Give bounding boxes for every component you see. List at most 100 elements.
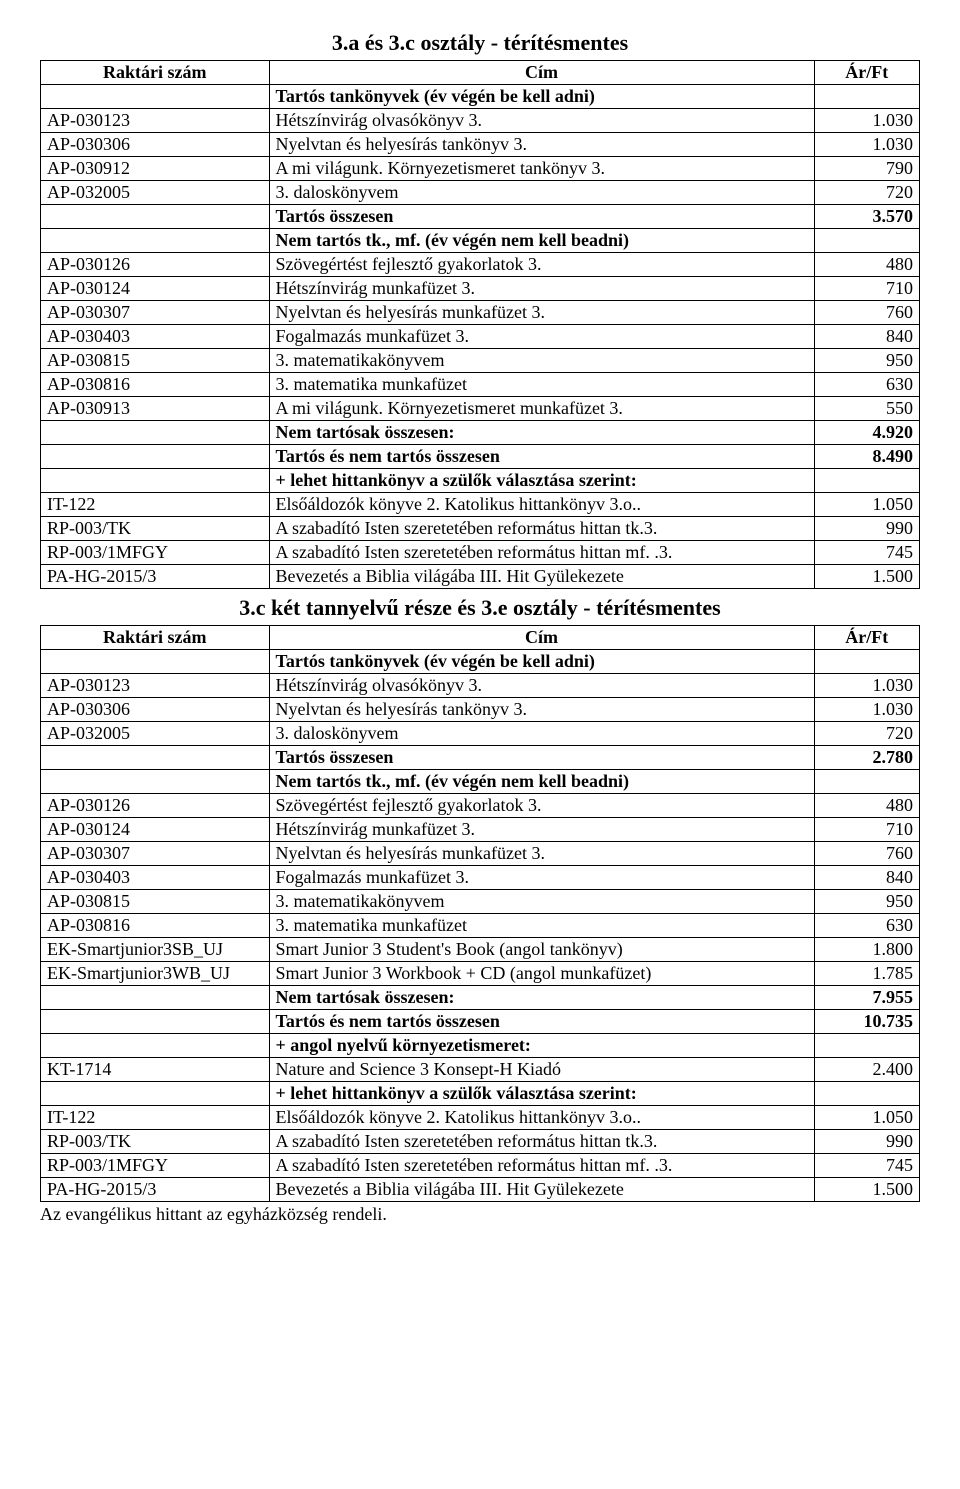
table-row: AP-030123Hétszínvirág olvasókönyv 3.1.03…: [41, 674, 920, 698]
table-row: AP-030307Nyelvtan és helyesírás munkafüz…: [41, 842, 920, 866]
cell-price: 1.785: [814, 962, 919, 986]
table-row: EK-Smartjunior3WB_UJSmart Junior 3 Workb…: [41, 962, 920, 986]
cell-title: Tartós tankönyvek (év végén be kell adni…: [269, 85, 814, 109]
header-price: Ár/Ft: [814, 61, 919, 85]
cell-price: 1.030: [814, 698, 919, 722]
cell-title: 3. daloskönyvem: [269, 722, 814, 746]
cell-code: AP-030913: [41, 397, 270, 421]
cell-price: 990: [814, 1130, 919, 1154]
cell-title: Tartós összesen: [269, 746, 814, 770]
table-row: AP-030126Szövegértést fejlesztő gyakorla…: [41, 794, 920, 818]
table-row: AP-030912A mi világunk. Környezetismeret…: [41, 157, 920, 181]
cell-price: 3.570: [814, 205, 919, 229]
cell-price: 4.920: [814, 421, 919, 445]
table-row: AP-030307Nyelvtan és helyesírás munkafüz…: [41, 301, 920, 325]
cell-title: Tartós és nem tartós összesen: [269, 1010, 814, 1034]
cell-code: AP-030126: [41, 253, 270, 277]
cell-title: Tartós tankönyvek (év végén be kell adni…: [269, 650, 814, 674]
header-code: Raktári szám: [41, 626, 270, 650]
section-1-title: 3.a és 3.c osztály - térítésmentes: [40, 30, 920, 56]
cell-price: 1.500: [814, 565, 919, 589]
cell-title: Smart Junior 3 Workbook + CD (angol munk…: [269, 962, 814, 986]
cell-title: Fogalmazás munkafüzet 3.: [269, 866, 814, 890]
cell-title: 3. daloskönyvem: [269, 181, 814, 205]
header-title: Cím: [269, 61, 814, 85]
table-row: EK-Smartjunior3SB_UJSmart Junior 3 Stude…: [41, 938, 920, 962]
cell-code: RP-003/TK: [41, 1130, 270, 1154]
table-header-row: Raktári szám Cím Ár/Ft: [41, 626, 920, 650]
cell-price: 1.050: [814, 1106, 919, 1130]
cell-price: 720: [814, 181, 919, 205]
cell-price: 10.735: [814, 1010, 919, 1034]
cell-code: AP-030912: [41, 157, 270, 181]
header-code: Raktári szám: [41, 61, 270, 85]
cell-title: Nature and Science 3 Konsept-H Kiadó: [269, 1058, 814, 1082]
cell-price: 950: [814, 890, 919, 914]
cell-title: + angol nyelvű környezetismeret:: [269, 1034, 814, 1058]
table-row: RP-003/TKA szabadító Isten szeretetében …: [41, 517, 920, 541]
cell-code: AP-030815: [41, 890, 270, 914]
table-row: AP-030913A mi világunk. Környezetismeret…: [41, 397, 920, 421]
cell-code: IT-122: [41, 1106, 270, 1130]
cell-title: A szabadító Isten szeretetében reformátu…: [269, 541, 814, 565]
section-2-title: 3.c két tannyelvű része és 3.e osztály -…: [40, 595, 920, 621]
cell-title: Nyelvtan és helyesírás munkafüzet 3.: [269, 842, 814, 866]
book-table-1: Raktári szám Cím Ár/Ft Tartós tankönyvek…: [40, 60, 920, 589]
cell-price: 745: [814, 541, 919, 565]
cell-code: IT-122: [41, 493, 270, 517]
table-row: IT-122Elsőáldozók könyve 2. Katolikus hi…: [41, 1106, 920, 1130]
cell-code: AP-030307: [41, 301, 270, 325]
cell-title: Hétszínvirág munkafüzet 3.: [269, 277, 814, 301]
cell-title: A szabadító Isten szeretetében reformátu…: [269, 1154, 814, 1178]
cell-price: 1.030: [814, 109, 919, 133]
cell-price: 1.050: [814, 493, 919, 517]
cell-code: [41, 205, 270, 229]
cell-price: 760: [814, 301, 919, 325]
table-header-row: Raktári szám Cím Ár/Ft: [41, 61, 920, 85]
cell-code: AP-030124: [41, 818, 270, 842]
cell-title: 3. matematika munkafüzet: [269, 373, 814, 397]
table-row: Nem tartósak összesen:4.920: [41, 421, 920, 445]
cell-price: [814, 650, 919, 674]
cell-code: [41, 445, 270, 469]
cell-price: 480: [814, 253, 919, 277]
cell-code: [41, 770, 270, 794]
cell-price: 710: [814, 818, 919, 842]
cell-code: AP-030123: [41, 674, 270, 698]
table-row: Nem tartósak összesen:7.955: [41, 986, 920, 1010]
cell-code: EK-Smartjunior3WB_UJ: [41, 962, 270, 986]
cell-code: AP-030403: [41, 866, 270, 890]
table-row: AP-030306Nyelvtan és helyesírás tankönyv…: [41, 133, 920, 157]
cell-title: Hétszínvirág olvasókönyv 3.: [269, 109, 814, 133]
cell-code: AP-030123: [41, 109, 270, 133]
table-row: AP-030126Szövegértést fejlesztő gyakorla…: [41, 253, 920, 277]
cell-code: RP-003/1MFGY: [41, 1154, 270, 1178]
table-row: AP-0308163. matematika munkafüzet630: [41, 914, 920, 938]
cell-code: AP-032005: [41, 722, 270, 746]
cell-price: 840: [814, 866, 919, 890]
cell-price: [814, 770, 919, 794]
table-row: + lehet hittankönyv a szülők választása …: [41, 1082, 920, 1106]
table-1-body: Tartós tankönyvek (év végén be kell adni…: [41, 85, 920, 589]
cell-price: 950: [814, 349, 919, 373]
table-row: PA-HG-2015/3Bevezetés a Biblia világába …: [41, 1178, 920, 1202]
cell-title: + lehet hittankönyv a szülők választása …: [269, 469, 814, 493]
cell-title: A mi világunk. Környezetismeret munkafüz…: [269, 397, 814, 421]
cell-title: Tartós összesen: [269, 205, 814, 229]
table-row: RP-003/TKA szabadító Isten szeretetében …: [41, 1130, 920, 1154]
table-row: AP-0308153. matematikakönyvem950: [41, 890, 920, 914]
table-row: AP-030403Fogalmazás munkafüzet 3.840: [41, 866, 920, 890]
cell-price: 480: [814, 794, 919, 818]
cell-price: [814, 1082, 919, 1106]
table-row: Tartós tankönyvek (év végén be kell adni…: [41, 650, 920, 674]
cell-title: Tartós és nem tartós összesen: [269, 445, 814, 469]
cell-price: 630: [814, 373, 919, 397]
cell-price: 840: [814, 325, 919, 349]
cell-title: Nem tartósak összesen:: [269, 986, 814, 1010]
cell-code: EK-Smartjunior3SB_UJ: [41, 938, 270, 962]
cell-code: [41, 1010, 270, 1034]
table-row: AP-0320053. daloskönyvem720: [41, 181, 920, 205]
table-row: + lehet hittankönyv a szülők választása …: [41, 469, 920, 493]
cell-price: 7.955: [814, 986, 919, 1010]
cell-price: 790: [814, 157, 919, 181]
